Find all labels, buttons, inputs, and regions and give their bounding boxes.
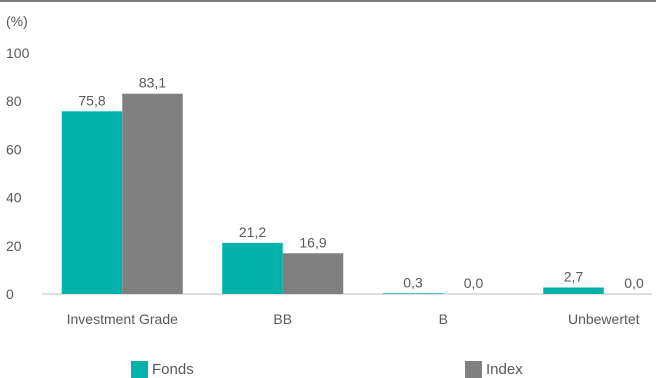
y-tick-label-100: 100 xyxy=(6,45,30,61)
data-label-index-1: 16,9 xyxy=(299,234,326,250)
category-label-2: B xyxy=(439,311,448,327)
data-labels: 75,8 83,1 21,2 16,9 0,3 0,0 2,7 0,0 xyxy=(78,75,644,291)
bar-chart: (%) 0 20 40 60 80 100 75,8 83,1 21,2 16,9 0,3 0,0 2… xyxy=(6,13,652,327)
data-label-fonds-3: 2,7 xyxy=(564,268,584,284)
bar-fonds-2 xyxy=(382,293,444,294)
y-axis-unit-label: (%) xyxy=(6,13,28,29)
bars xyxy=(61,93,604,295)
data-label-fonds-2: 0,3 xyxy=(403,274,423,290)
legend-label-fonds: Fonds xyxy=(152,360,194,378)
category-label-0: Investment Grade xyxy=(67,311,178,327)
y-tick-label-20: 20 xyxy=(6,238,22,254)
bar-index-0 xyxy=(122,93,183,294)
data-label-index-0: 83,1 xyxy=(139,75,166,91)
legend-item-fonds: Fonds xyxy=(131,360,194,378)
y-tick-label-0: 0 xyxy=(6,286,14,302)
data-label-fonds-1: 21,2 xyxy=(239,224,266,240)
y-tick-label-40: 40 xyxy=(6,190,22,206)
bar-index-1 xyxy=(282,253,344,294)
data-label-index-2: 0,0 xyxy=(464,275,484,291)
y-tick-label-80: 80 xyxy=(6,93,22,109)
data-label-index-3: 0,0 xyxy=(624,275,644,291)
category-label-3: Unbewertet xyxy=(568,311,640,327)
legend-swatch-fonds xyxy=(131,360,148,378)
bar-fonds-1 xyxy=(222,242,283,294)
category-label-1: BB xyxy=(273,311,292,327)
y-axis-ticks: 0 20 40 60 80 100 xyxy=(6,45,30,302)
x-axis-categories: Investment Grade BB B Unbewertet xyxy=(67,311,640,327)
bar-fonds-3 xyxy=(543,287,604,294)
legend-swatch-index xyxy=(465,360,482,378)
y-tick-label-60: 60 xyxy=(6,141,22,157)
legend-item-index: Index xyxy=(465,360,523,378)
legend-label-index: Index xyxy=(486,360,523,378)
top-rule xyxy=(0,0,656,2)
data-label-fonds-0: 75,8 xyxy=(78,92,105,108)
bar-fonds-0 xyxy=(61,111,123,295)
